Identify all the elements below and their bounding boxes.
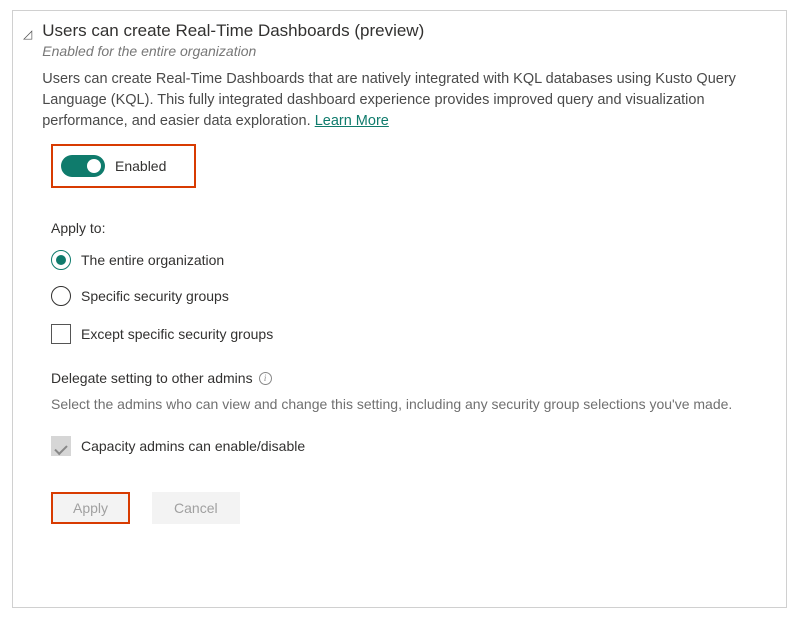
setting-subtitle: Enabled for the entire organization bbox=[42, 43, 758, 59]
description-text: Users can create Real-Time Dashboards th… bbox=[42, 71, 736, 129]
radio-icon bbox=[51, 286, 71, 306]
setting-title: Users can create Real-Time Dashboards (p… bbox=[42, 21, 758, 41]
checkbox-icon bbox=[51, 324, 71, 344]
toggle-highlight-box: Enabled bbox=[51, 144, 196, 188]
delegate-title: Delegate setting to other admins i bbox=[51, 370, 758, 386]
radio-entire-org[interactable]: The entire organization bbox=[51, 250, 758, 270]
radio-specific-groups[interactable]: Specific security groups bbox=[51, 286, 758, 306]
settings-panel: ◿ Users can create Real-Time Dashboards … bbox=[12, 10, 787, 608]
apply-button[interactable]: Apply bbox=[51, 492, 130, 524]
header-row: ◿ Users can create Real-Time Dashboards … bbox=[23, 21, 758, 132]
capacity-label: Capacity admins can enable/disable bbox=[81, 438, 305, 454]
toggle-label: Enabled bbox=[115, 158, 166, 174]
button-row: Apply Cancel bbox=[51, 492, 758, 524]
enabled-toggle[interactable] bbox=[61, 155, 105, 177]
cancel-button[interactable]: Cancel bbox=[152, 492, 240, 524]
radio-label: The entire organization bbox=[81, 252, 224, 268]
except-checkbox-row[interactable]: Except specific security groups bbox=[51, 324, 758, 344]
apply-to-section: Apply to: The entire organization Specif… bbox=[51, 220, 758, 344]
capacity-admins-row: Capacity admins can enable/disable bbox=[51, 436, 758, 456]
radio-label: Specific security groups bbox=[81, 288, 229, 304]
checkbox-disabled-icon bbox=[51, 436, 71, 456]
info-icon[interactable]: i bbox=[259, 372, 272, 385]
delegate-section: Delegate setting to other admins i Selec… bbox=[51, 370, 758, 456]
learn-more-link[interactable]: Learn More bbox=[315, 113, 389, 129]
except-label: Except specific security groups bbox=[81, 326, 273, 342]
header-text: Users can create Real-Time Dashboards (p… bbox=[42, 21, 758, 132]
delegate-description: Select the admins who can view and chang… bbox=[51, 394, 758, 414]
radio-icon bbox=[51, 250, 71, 270]
apply-to-label: Apply to: bbox=[51, 220, 758, 236]
chevron-down-icon[interactable]: ◿ bbox=[23, 27, 32, 41]
setting-description: Users can create Real-Time Dashboards th… bbox=[42, 69, 758, 132]
delegate-title-text: Delegate setting to other admins bbox=[51, 370, 253, 386]
